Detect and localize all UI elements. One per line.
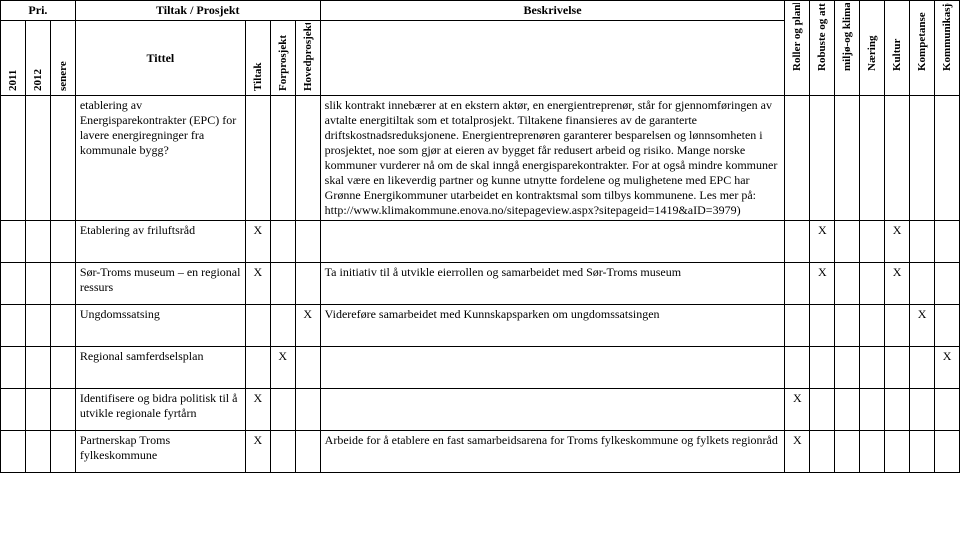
col-tiltak: Tiltak	[250, 23, 266, 93]
col-naering: Næring	[864, 3, 880, 73]
row-desc: Videreføre samarbeidet med Kunnskapspark…	[320, 305, 785, 347]
table-row: Partnerskap Troms fylkeskommune X Arbeid…	[1, 431, 960, 473]
table-row: Ungdomssatsing X Videreføre samarbeidet …	[1, 305, 960, 347]
project-table: Pri. Tiltak / Prosjekt Beskrivelse Rolle…	[0, 0, 960, 473]
header-tittel: Tittel	[75, 21, 245, 96]
x-mark: X	[785, 431, 810, 473]
table-row: Etablering av friluftsråd X X X	[1, 221, 960, 263]
x-mark: X	[245, 431, 270, 473]
table-row: Identifisere og bidra politisk til å utv…	[1, 389, 960, 431]
x-mark: X	[910, 305, 935, 347]
col-2011: 2011	[5, 23, 21, 93]
row-title: Ungdomssatsing	[75, 305, 245, 347]
x-mark: X	[935, 347, 960, 389]
header-beskrivelse: Beskrivelse	[320, 1, 785, 21]
col-2012: 2012	[30, 23, 46, 93]
table-row: Sør-Troms museum – en regional ressurs X…	[1, 263, 960, 305]
row-title: etablering av Energisparekontrakter (EPC…	[75, 96, 245, 221]
col-kommunikasjon: Kommunikasjon og infrastruktur	[939, 3, 955, 73]
col-senere: senere	[55, 23, 71, 93]
header-row-1: Pri. Tiltak / Prosjekt Beskrivelse Rolle…	[1, 1, 960, 21]
table-body: etablering av Energisparekontrakter (EPC…	[1, 96, 960, 473]
table-row: Regional samferdselsplan X X	[1, 347, 960, 389]
x-mark: X	[810, 263, 835, 305]
x-mark: X	[885, 221, 910, 263]
x-mark: X	[245, 263, 270, 305]
col-robuste: Robuste og attraktive	[814, 3, 830, 73]
col-kultur: Kultur	[889, 3, 905, 73]
row-title: Identifisere og bidra politisk til å utv…	[75, 389, 245, 431]
x-mark: X	[270, 347, 295, 389]
row-desc: Ta initiativ til å utvikle eierrollen og…	[320, 263, 785, 305]
x-mark: X	[245, 389, 270, 431]
row-title: Partnerskap Troms fylkeskommune	[75, 431, 245, 473]
row-desc: Arbeide for å etablere en fast samarbeid…	[320, 431, 785, 473]
row-title: Etablering av friluftsråd	[75, 221, 245, 263]
row-desc: slik kontrakt innebærer at en ekstern ak…	[320, 96, 785, 221]
col-roller: Roller og planlegingssone	[789, 3, 805, 73]
col-miljo: miljø-og klima	[839, 3, 855, 73]
x-mark: X	[295, 305, 320, 347]
x-mark: X	[785, 389, 810, 431]
row-title: Regional samferdselsplan	[75, 347, 245, 389]
col-hovedprosjekt: Hovedprosjekt	[300, 23, 316, 93]
x-mark: X	[245, 221, 270, 263]
table-row: etablering av Energisparekontrakter (EPC…	[1, 96, 960, 221]
row-title: Sør-Troms museum – en regional ressurs	[75, 263, 245, 305]
col-kompetanse: Kompetanse	[914, 3, 930, 73]
x-mark: X	[810, 221, 835, 263]
header-tiltak-prosjekt: Tiltak / Prosjekt	[75, 1, 320, 21]
x-mark: X	[885, 263, 910, 305]
header-pri: Pri.	[1, 1, 76, 21]
col-forprosjekt: Forprosjekt	[275, 23, 291, 93]
